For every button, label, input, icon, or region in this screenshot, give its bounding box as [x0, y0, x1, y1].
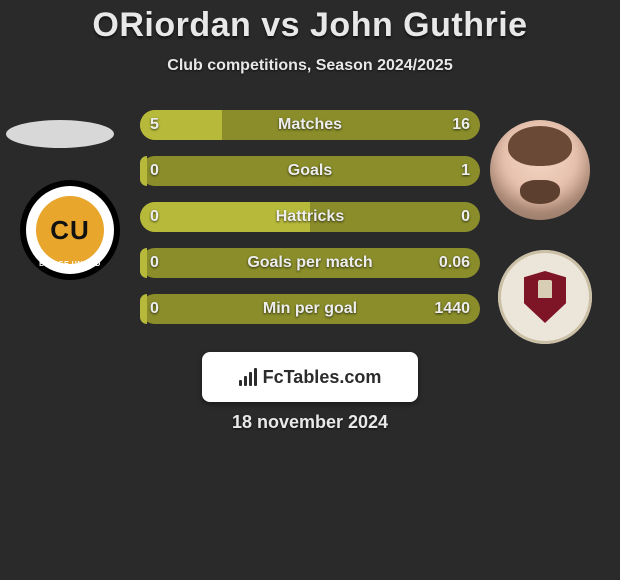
stat-bar-track — [140, 248, 480, 278]
stat-row: Min per goal01440 — [140, 294, 480, 324]
left-club-crest: CU BRIDGE UNITED — [20, 180, 120, 280]
stat-row: Hattricks00 — [140, 202, 480, 232]
page-subtitle: Club competitions, Season 2024/2025 — [0, 57, 620, 75]
crest-inner: CU — [36, 196, 104, 264]
fctables-label: FcTables.com — [263, 367, 382, 388]
fctables-logo-icon — [239, 368, 257, 386]
left-player-avatar-placeholder — [6, 120, 114, 148]
stat-bar-left-fill — [140, 110, 222, 140]
crest-band-text: BRIDGE UNITED — [20, 261, 120, 268]
stat-bar-left-fill — [140, 294, 147, 324]
avatar-beard — [520, 180, 560, 204]
right-player-avatar — [490, 120, 590, 220]
stat-bar-left-fill — [140, 156, 147, 186]
fctables-badge: FcTables.com — [202, 352, 418, 402]
stat-bars: Matches516 Goals01 Hattricks00 Goals per ma… — [140, 110, 480, 340]
crest-tower — [538, 280, 552, 298]
stat-row: Goals01 — [140, 156, 480, 186]
comparison-infographic: ORiordan vs John Guthrie Club competitio… — [0, 0, 620, 580]
stat-bar-track — [140, 294, 480, 324]
stat-bar-track — [140, 156, 480, 186]
right-club-crest — [498, 250, 592, 344]
stat-row: Goals per match00.06 — [140, 248, 480, 278]
stat-bar-left-fill — [140, 202, 310, 232]
stat-row: Matches516 — [140, 110, 480, 140]
avatar-hair — [508, 126, 572, 166]
stat-bar-left-fill — [140, 248, 147, 278]
crest-initials: CU — [50, 215, 90, 246]
page-title: ORiordan vs John Guthrie — [0, 0, 620, 45]
date-line: 18 november 2024 — [0, 412, 620, 433]
